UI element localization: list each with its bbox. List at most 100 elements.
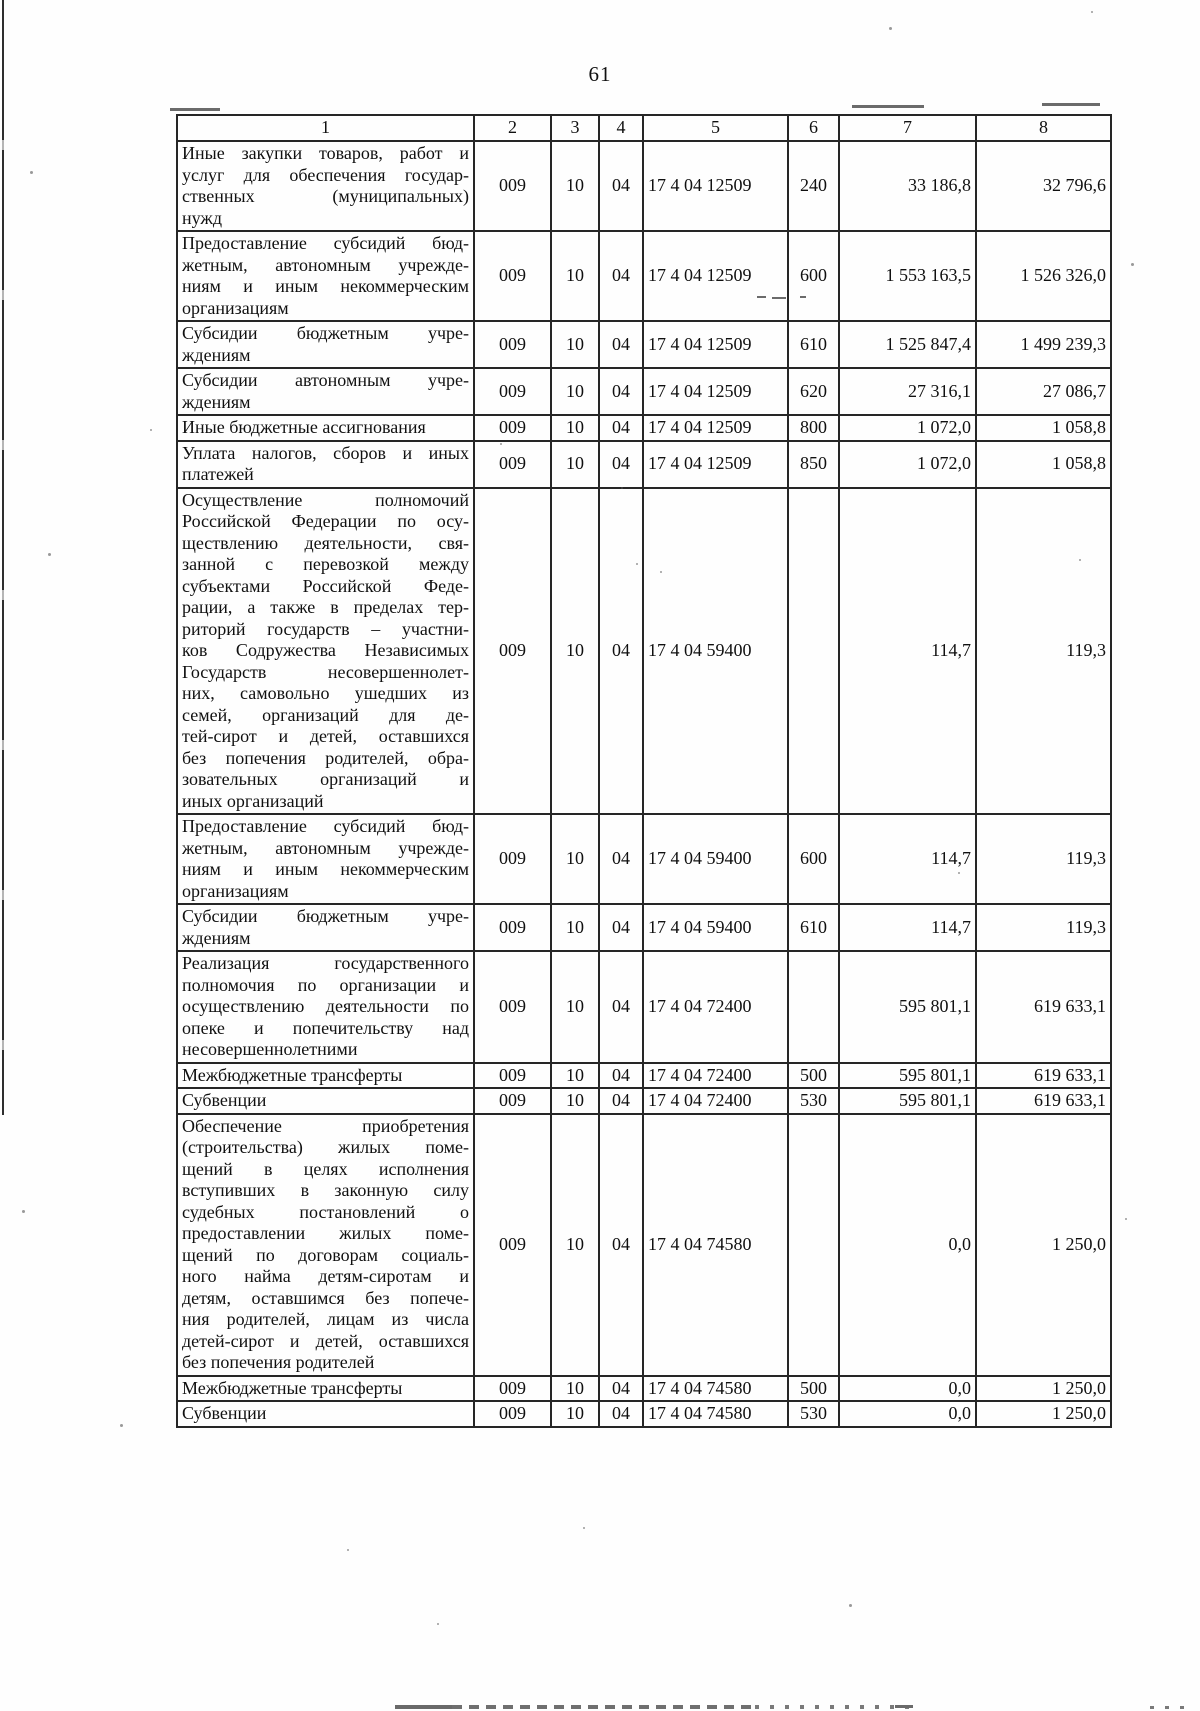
cell-col3: 10: [550, 1061, 600, 1089]
cell-col3: 10: [550, 1400, 600, 1428]
cell-col5: 17 4 04 59400: [642, 813, 789, 905]
row-name-cell: Осуществление полномочий Российской Федер…: [176, 486, 475, 815]
cell-col8: 619 633,1: [975, 1087, 1112, 1115]
row-name-line: Субвенции: [182, 1403, 267, 1423]
cell-col8: 619 633,1: [975, 950, 1112, 1064]
column-header-2: 2: [473, 114, 552, 142]
cell-col7: 1 072,0: [838, 439, 977, 489]
cell-col5: 17 4 04 59400: [642, 903, 789, 952]
left-scan-line: [2, 0, 4, 1115]
cell-col5: 17 4 04 12509: [642, 230, 789, 322]
cell-col5: 17 4 04 72400: [642, 1061, 789, 1089]
column-header-8: 8: [975, 114, 1112, 142]
row-name-line: занной с перевозкой между: [182, 554, 469, 574]
cell-col2: 009: [473, 230, 552, 322]
cell-col6: 600: [787, 813, 840, 905]
cell-col5: 17 4 04 74580: [642, 1400, 789, 1428]
cell-col5: 17 4 04 59400: [642, 486, 789, 815]
row-name-line: Иные закупки товаров, работ и: [182, 143, 469, 163]
cell-col8: 1 250,0: [975, 1112, 1112, 1377]
cell-col3: 10: [550, 140, 600, 232]
row-name-line: ния родителей, лицам из числа: [182, 1309, 469, 1329]
cell-col4: 04: [598, 903, 644, 952]
row-name-line: риторий государств – участни-: [182, 618, 469, 639]
cell-col7: 595 801,1: [838, 1061, 977, 1089]
row-name-line: иных организаций: [182, 790, 324, 811]
cell-col5: 17 4 04 12509: [642, 320, 789, 369]
row-name-line: ниям и иным некоммерческим: [182, 276, 469, 296]
column-header-1: 1: [176, 114, 475, 142]
column-header-3: 3: [550, 114, 600, 142]
column-header-7: 7: [838, 114, 977, 142]
column-header-5: 5: [642, 114, 789, 142]
row-name-line: детям, оставшимся без попече-: [182, 1287, 469, 1308]
row-name-line: жетным, автономным учрежде-: [182, 837, 469, 858]
cell-col3: 10: [550, 1374, 600, 1402]
cell-col3: 10: [550, 439, 600, 489]
row-name-line: Государств несовершеннолет-: [182, 661, 469, 682]
cell-col4: 04: [598, 950, 644, 1064]
row-name-line: Уплата налогов, сборов и иных: [182, 442, 469, 463]
row-name-line: без попечения родителей, обра-: [182, 747, 469, 768]
row-name-cell: Субвенции: [176, 1087, 475, 1115]
row-name-line: ждениям: [182, 391, 251, 412]
row-name-line: Межбюджетные трансферты: [182, 1377, 403, 1398]
cell-col7: 114,7: [838, 486, 977, 815]
row-name-line: ственных (муниципальных): [182, 186, 469, 206]
row-name-line: нужд: [182, 207, 222, 228]
table-row: Уплата налогов, сборов и иных платежей 009…: [176, 439, 1112, 489]
row-name-line: Российской Федерации по осу-: [182, 511, 469, 531]
cell-col6: 850: [787, 439, 840, 489]
row-name-cell: Иные закупки товаров, работ и услуг для о…: [176, 140, 475, 232]
row-name-cell: Предоставление субсидий бюд-жетным, авто…: [176, 813, 475, 905]
cell-col2: 009: [473, 367, 552, 416]
row-name-line: Субсидии автономным учре-: [182, 370, 469, 390]
row-name-line: зовательных организаций и: [182, 769, 469, 789]
row-name-line: Иные бюджетные ассигнования: [182, 417, 426, 437]
cell-col5: 17 4 04 12509: [642, 414, 789, 442]
cell-col7: 0,0: [838, 1112, 977, 1377]
cell-col4: 04: [598, 813, 644, 905]
row-name-line: Межбюджетные трансферты: [182, 1064, 403, 1085]
table-row: Субсидии бюджетным учре-ждениям 009 10 04 17…: [176, 320, 1112, 369]
cell-col3: 10: [550, 367, 600, 416]
row-name-line: ждениям: [182, 927, 251, 948]
cell-col6: 500: [787, 1061, 840, 1089]
cell-col7: 1 553 163,5: [838, 230, 977, 322]
row-name-line: семей, организаций для де-: [182, 704, 469, 725]
row-name-line: Предоставление субсидий бюд-: [182, 816, 469, 836]
cell-col4: 04: [598, 414, 644, 442]
row-name-line: рации, а также в пределах тер-: [182, 597, 469, 617]
cell-col5: 17 4 04 72400: [642, 1087, 789, 1115]
row-name-cell: Субвенции: [176, 1400, 475, 1428]
cell-col4: 04: [598, 1400, 644, 1428]
cell-col3: 10: [550, 486, 600, 815]
cell-col5: 17 4 04 12509: [642, 367, 789, 416]
cell-col6: 610: [787, 320, 840, 369]
cell-col7: 595 801,1: [838, 1087, 977, 1115]
cell-col6: 600: [787, 230, 840, 322]
row-name-line: услуг для обеспечения государ-: [182, 164, 469, 185]
cell-col8: 119,3: [975, 486, 1112, 815]
cell-col8: 119,3: [975, 903, 1112, 952]
row-name-line: ков Содружества Независимых: [182, 640, 469, 660]
cell-col6: 530: [787, 1400, 840, 1428]
cell-col5: 17 4 04 74580: [642, 1374, 789, 1402]
cell-col4: 04: [598, 320, 644, 369]
row-name-line: вступивших в законную силу: [182, 1180, 469, 1200]
cell-col8: 27 086,7: [975, 367, 1112, 416]
table-row: Иные бюджетные ассигнования 009 10 04 17 4 0…: [176, 414, 1112, 442]
row-name-cell: Иные бюджетные ассигнования: [176, 414, 475, 442]
cell-col3: 10: [550, 1087, 600, 1115]
cell-col4: 04: [598, 486, 644, 815]
row-name-line: организациям: [182, 880, 289, 901]
cell-col2: 009: [473, 1400, 552, 1428]
cell-col3: 10: [550, 903, 600, 952]
row-name-line: без попечения родителей: [182, 1352, 375, 1372]
table-row: Осуществление полномочий Российской Федер…: [176, 486, 1112, 815]
cell-col6: 240: [787, 140, 840, 232]
cell-col8: 1 250,0: [975, 1374, 1112, 1402]
cell-col4: 04: [598, 439, 644, 489]
cell-col7: 114,7: [838, 813, 977, 905]
